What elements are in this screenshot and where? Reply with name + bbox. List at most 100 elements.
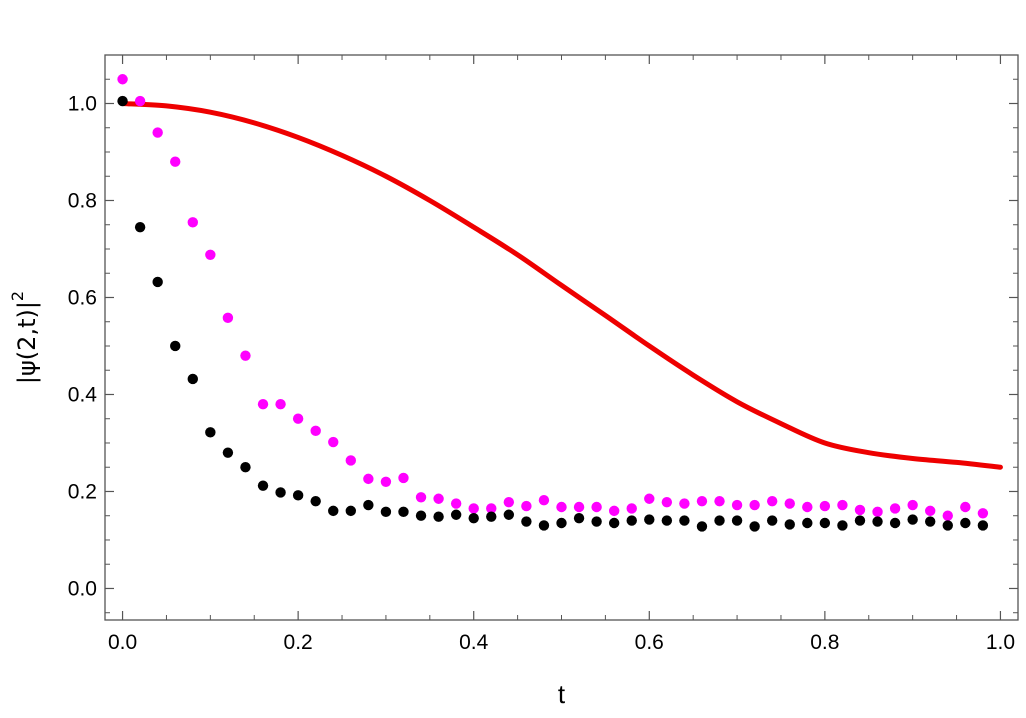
data-point [942,510,953,521]
data-point [240,462,251,473]
data-point [573,501,585,513]
data-point [573,512,585,524]
data-point [240,350,251,361]
data-point [977,508,989,519]
data-point [415,510,427,521]
data-point [766,515,778,526]
data-point [170,156,181,167]
x-tick-label: 0.8 [810,631,839,654]
data-point [591,516,602,527]
data-point [134,95,146,107]
x-tick-label: 1.0 [986,631,1015,654]
y-axis-title-group: |ψ(2,t)|2 [8,291,41,384]
data-point [925,505,936,517]
data-point [257,398,269,410]
x-tick-label: 0.2 [284,631,313,654]
data-point [292,413,304,424]
data-point [696,521,708,532]
x-axis-title: t [558,679,566,709]
data-point [960,517,971,529]
x-tick-label: 0.6 [635,631,664,654]
data-point [608,505,620,517]
data-point [925,516,936,527]
data-point [310,495,321,507]
data-point [275,487,286,498]
data-point [714,495,725,507]
data-point [398,506,409,518]
data-point [749,521,760,532]
y-tick-label: 1.0 [68,92,97,115]
data-point [134,221,146,233]
data-point [889,503,901,514]
data-point [749,499,760,511]
data-point [328,436,339,448]
data-point [433,493,444,504]
data-point [468,512,479,524]
data-point [486,503,497,514]
data-point [907,514,918,525]
data-point [731,515,743,526]
data-point [889,517,901,529]
data-point [117,74,128,85]
data-point [222,312,234,324]
x-tick-label: 0.0 [108,631,137,654]
data-point [608,517,620,529]
series-layer [117,74,1003,532]
data-point [819,500,831,512]
data-point [538,495,550,506]
data-point [661,515,673,526]
data-point [802,517,813,529]
data-point [679,498,690,509]
data-point [363,473,374,485]
data-point [696,495,708,507]
data-point [415,492,427,503]
y-axis-title-main: |ψ(2,t)| [13,301,41,384]
data-point [310,425,321,437]
data-point [784,498,795,509]
y-tick-label: 0.2 [68,480,97,503]
data-point [556,501,567,513]
y-axis-title: |ψ(2,t)|2 [8,291,41,384]
data-point [486,511,497,522]
y-tick-label: 0.8 [68,189,97,212]
data-point [872,506,883,518]
data-point [328,505,339,517]
data-point [731,499,743,511]
data-point [679,515,690,526]
data-point [275,398,286,410]
data-point [556,517,567,529]
data-point [538,520,550,531]
data-point [398,472,409,484]
data-point [766,495,778,507]
data-point [152,127,163,138]
data-point [257,480,269,491]
data-point [626,515,637,526]
data-point [661,496,673,508]
data-point [784,519,795,530]
data-point [521,500,532,512]
data-point [205,249,216,261]
data-point [907,499,918,511]
data-point [170,340,181,352]
data-point [380,476,392,487]
data-point [837,520,848,531]
data-point [205,427,216,438]
data-point [222,447,234,458]
data-point [503,496,515,508]
data-point [292,490,304,501]
data-point [872,516,883,527]
data-point [433,511,444,522]
data-point [942,520,953,531]
y-axis-title-superscript: 2 [8,291,27,301]
data-point [644,514,655,525]
y-tick-label: 0.6 [68,286,97,309]
data-point [450,509,462,520]
data-point [468,503,479,514]
x-tick-label: 0.4 [459,631,489,654]
data-point [345,455,357,466]
data-point [837,499,848,511]
y-tick-label: 0.0 [68,577,97,600]
data-point [152,276,163,288]
